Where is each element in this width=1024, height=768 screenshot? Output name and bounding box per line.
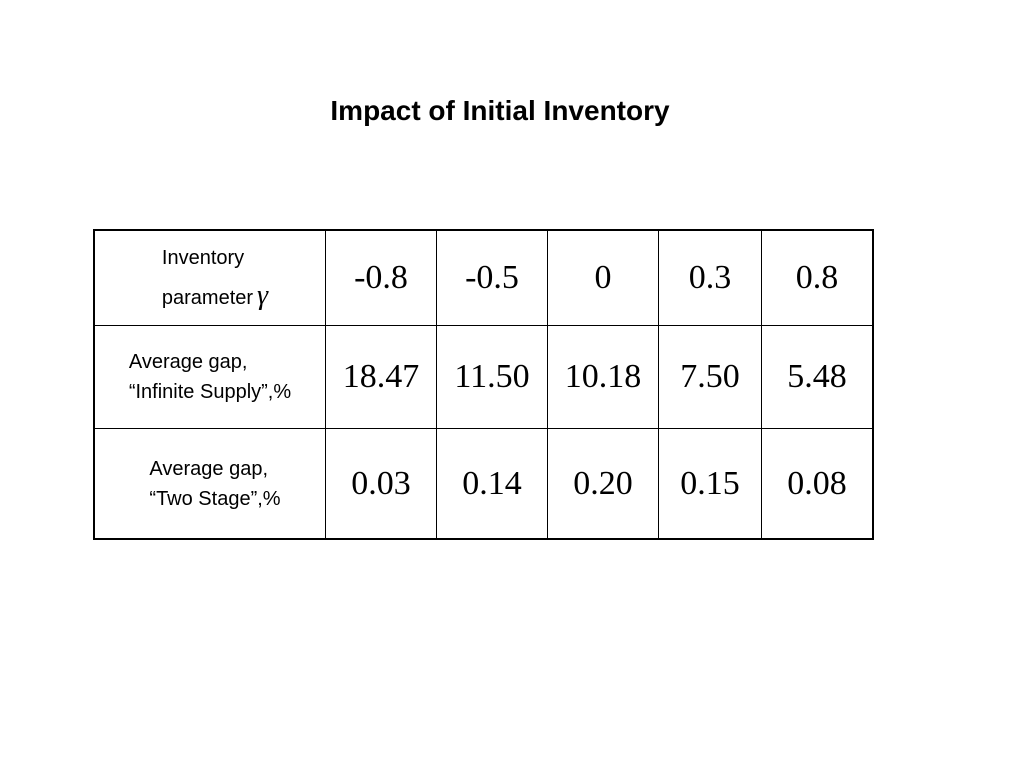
gamma-value-cell: -0.8 xyxy=(325,229,437,326)
value-cell: 0.20 xyxy=(547,428,659,540)
value-cell: 0.08 xyxy=(761,428,874,540)
inventory-impact-table: Inventory parameter γ -0.8 -0.5 0 0.3 0.8… xyxy=(93,229,874,540)
value-cell: 18.47 xyxy=(325,325,437,429)
value-cell: 7.50 xyxy=(658,325,762,429)
gamma-symbol: γ xyxy=(257,280,269,311)
header-label-line1: Inventory xyxy=(161,247,245,269)
row-label-line1: Average gap, xyxy=(149,457,269,480)
gamma-value-cell: 0.8 xyxy=(761,229,874,326)
row-label-cell: Average gap, “Two Stage”,% xyxy=(93,428,326,540)
header-label-line2: parameter xyxy=(161,287,254,309)
value-cell: 5.48 xyxy=(761,325,874,429)
value-cell: 10.18 xyxy=(547,325,659,429)
row-label-line2: “Infinite Supply”,% xyxy=(128,381,292,403)
table-row-infinite-supply: Average gap, “Infinite Supply”,% 18.47 1… xyxy=(93,325,874,429)
gamma-value-cell: 0.3 xyxy=(658,229,762,326)
table-header-row: Inventory parameter γ -0.8 -0.5 0 0.3 0.8 xyxy=(93,229,874,326)
row-label-line2: “Two Stage”,% xyxy=(149,487,281,510)
row-label: Average gap, “Two Stage”,% xyxy=(149,454,280,514)
row-label-line1: Average gap, xyxy=(128,351,248,373)
table-row-two-stage: Average gap, “Two Stage”,% 0.03 0.14 0.2… xyxy=(93,428,874,540)
value-cell: 0.14 xyxy=(436,428,548,540)
gamma-value-cell: -0.5 xyxy=(436,229,548,326)
value-cell: 11.50 xyxy=(436,325,548,429)
value-cell: 0.03 xyxy=(325,428,437,540)
header-label-cell: Inventory parameter γ xyxy=(93,229,326,326)
slide-title: Impact of Initial Inventory xyxy=(330,95,670,126)
gamma-value-cell: 0 xyxy=(547,229,659,326)
value-cell: 0.15 xyxy=(658,428,762,540)
row-label-cell: Average gap, “Infinite Supply”,% xyxy=(93,325,326,429)
header-label: Inventory parameter γ xyxy=(162,239,268,317)
row-label: Average gap, “Infinite Supply”,% xyxy=(129,347,291,407)
